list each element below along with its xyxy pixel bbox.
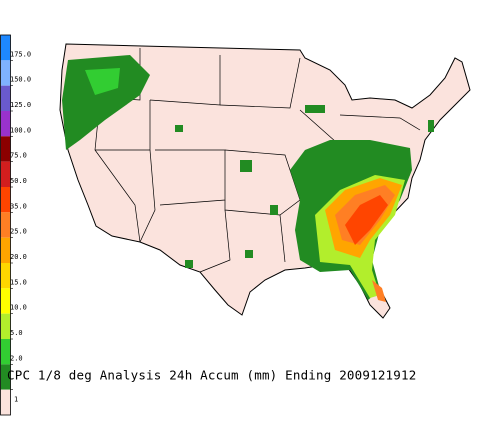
colorbar-swatch <box>0 60 11 86</box>
colorbar-swatch <box>0 111 11 137</box>
colorbar-label: 10.0 <box>10 304 27 312</box>
colorbar-swatch <box>0 212 11 238</box>
colorbar-swatch <box>0 35 11 61</box>
colorbar-label: 125.0 <box>10 101 31 109</box>
colorbar-swatch <box>0 161 11 187</box>
colorbar-label: 175.0 <box>10 50 31 58</box>
colorbar-label: 50.0 <box>10 177 27 185</box>
colorbar-swatch <box>0 339 11 365</box>
colorbar-swatch <box>0 288 11 314</box>
precip-areas <box>62 55 434 302</box>
colorbar-label: 1 <box>14 396 18 404</box>
colorbar-label: 75.0 <box>10 152 27 160</box>
colorbar-swatch <box>0 313 11 339</box>
colorbar-swatch <box>0 136 11 162</box>
colorbar-label: 25.0 <box>10 228 27 236</box>
colorbar-label: 35.0 <box>10 202 27 210</box>
map-title: CPC 1/8 deg Analysis 24h Accum (mm) Endi… <box>7 368 416 383</box>
colorbar-swatch <box>0 187 11 213</box>
colorbar-swatch <box>0 85 11 111</box>
colorbar-label: 15.0 <box>10 278 27 286</box>
colorbar-label: 2.0 <box>10 354 23 362</box>
colorbar-label: 100.0 <box>10 126 31 134</box>
colorbar-frame <box>0 34 11 416</box>
colorbar-label: 150.0 <box>10 76 31 84</box>
colorbar-swatch <box>0 389 11 415</box>
colorbar-label: 5.0 <box>10 329 23 337</box>
colorbar-swatch <box>0 364 11 390</box>
colorbar-swatch <box>0 263 11 289</box>
colorbar-label: 20.0 <box>10 253 27 261</box>
colorbar-swatch <box>0 237 11 263</box>
